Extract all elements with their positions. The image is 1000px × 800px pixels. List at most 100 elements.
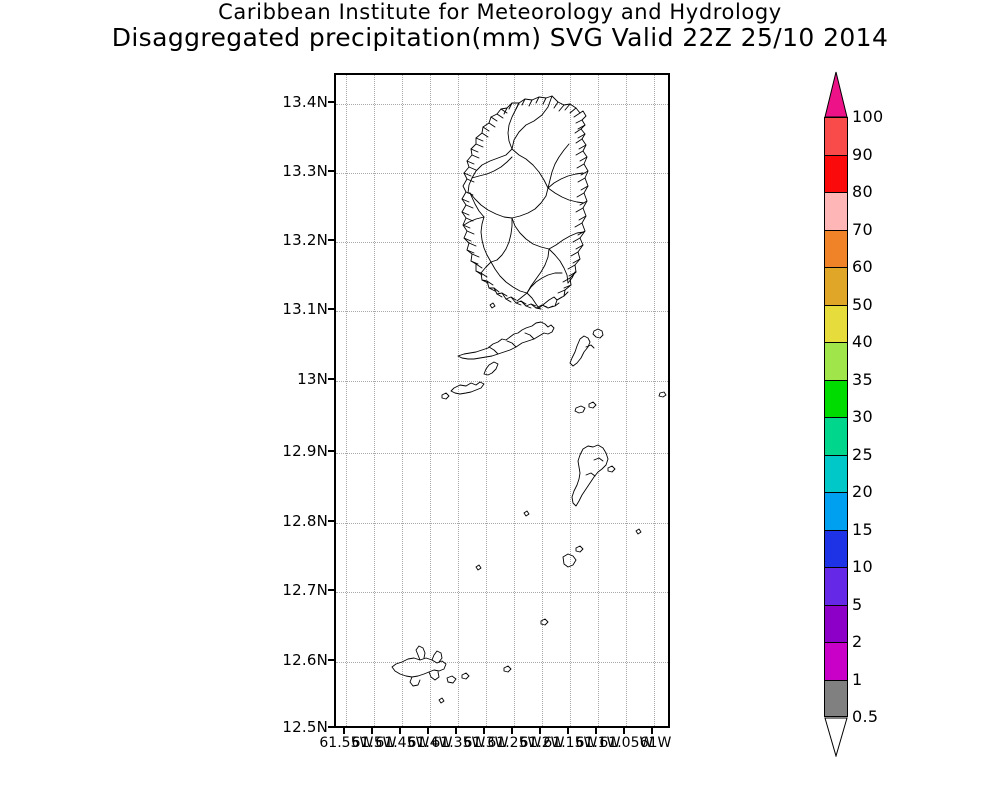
chart-title-block: Caribbean Institute for Meteorology and …	[0, 0, 1000, 52]
y-tick-mark	[328, 450, 334, 452]
colorbar-band[interactable]	[824, 304, 848, 342]
colorbar-tick-label: 80	[852, 182, 873, 201]
x-tick-mark	[343, 728, 345, 734]
colorbar-band[interactable]	[824, 454, 848, 492]
colorbar-tick-label: 15	[852, 519, 873, 539]
y-tick-label: 12.6N	[282, 651, 328, 669]
map-coastlines	[391, 95, 667, 704]
x-tick-label: 61.4W	[407, 735, 453, 751]
y-tick-label: 13.1N	[282, 300, 328, 318]
colorbar-tick-label: 1	[852, 669, 863, 689]
x-tick-mark	[651, 728, 653, 734]
y-tick-mark	[328, 308, 334, 310]
colorbar-band[interactable]	[824, 604, 848, 642]
colorbar-band[interactable]	[824, 567, 848, 605]
gridline-horizontal	[336, 173, 668, 174]
colorbar-tick-label: 40	[852, 332, 873, 351]
y-tick-label: 12.8N	[282, 512, 328, 530]
colorbar-tick-label: 70	[852, 219, 873, 239]
colorbar-tick-label: 25	[852, 444, 873, 464]
colorbar-band[interactable]	[824, 267, 848, 305]
colorbar-bands[interactable]	[824, 117, 848, 717]
institution-title: Caribbean Institute for Meteorology and …	[218, 0, 782, 24]
gridline-vertical	[402, 75, 403, 726]
gridline-vertical	[458, 75, 459, 726]
colorbar-tick-label: 2	[852, 632, 863, 651]
gridline-vertical	[514, 75, 515, 726]
colorbar-legend[interactable]: 100 90 80 70 60 50 40 35 30 25 20 15 10 5 2 1 0.5	[820, 70, 950, 757]
x-tick-label: 61.45W	[375, 735, 430, 751]
gridline-horizontal	[336, 592, 668, 593]
y-tick-label: 12.7N	[282, 581, 328, 599]
x-tick-mark	[567, 728, 569, 734]
colorbar-tick-label: 20	[852, 482, 873, 501]
x-tick-label: 61.05W	[599, 735, 654, 751]
map-plot-area[interactable]	[334, 73, 670, 728]
x-tick-mark	[483, 728, 485, 734]
gridline-horizontal	[336, 311, 668, 312]
colorbar-band[interactable]	[824, 529, 848, 567]
colorbar-tick-label: 30	[852, 407, 873, 426]
y-tick-mark	[328, 170, 334, 172]
colorbar-band[interactable]	[824, 154, 848, 192]
colorbar-tick-label: 100	[852, 107, 884, 126]
colorbar-band[interactable]	[824, 229, 848, 267]
gridline-vertical	[542, 75, 543, 726]
colorbar-tick-label: 5	[852, 594, 863, 614]
y-tick-label: 13.3N	[282, 162, 328, 180]
x-tick-label: 61W	[639, 735, 672, 751]
gridline-vertical	[346, 75, 347, 726]
y-tick-mark	[328, 239, 334, 241]
x-tick-label: 61.2W	[519, 735, 565, 751]
colorbar-tick-label: 10	[852, 557, 873, 576]
gridline-vertical	[430, 75, 431, 726]
x-tick-mark	[623, 728, 625, 734]
colorbar-band[interactable]	[824, 492, 848, 530]
colorbar-band[interactable]	[824, 192, 848, 230]
gridline-horizontal	[336, 662, 668, 663]
x-tick-mark	[455, 728, 457, 734]
colorbar-band[interactable]	[824, 379, 848, 417]
colorbar-tick-label: 50	[852, 294, 873, 314]
gridline-horizontal	[336, 381, 668, 382]
gridline-vertical	[626, 75, 627, 726]
x-tick-label: 61.35W	[431, 735, 486, 751]
x-tick-label: 61.3W	[463, 735, 509, 751]
colorbar-tick-label: 0.5	[852, 707, 879, 726]
gridline-vertical	[374, 75, 375, 726]
colorbar-band[interactable]	[824, 642, 848, 680]
y-tick-label: 13.4N	[282, 93, 328, 111]
x-tick-label: 61.1W	[575, 735, 621, 751]
colorbar-band[interactable]	[824, 417, 848, 455]
colorbar-arrow-top	[824, 71, 848, 118]
colorbar-tick-label: 60	[852, 257, 873, 276]
gridline-vertical	[598, 75, 599, 726]
colorbar-band[interactable]	[824, 679, 848, 717]
colorbar-band[interactable]	[824, 342, 848, 380]
x-tick-mark	[595, 728, 597, 734]
x-tick-label: 61.25W	[487, 735, 542, 751]
gridline-horizontal	[336, 523, 668, 524]
y-tick-mark	[328, 659, 334, 661]
x-tick-label: 61.15W	[543, 735, 598, 751]
colorbar-arrow-bottom	[824, 717, 848, 757]
colorbar-tick-label: 35	[852, 369, 873, 389]
gridline-vertical	[570, 75, 571, 726]
gridline-vertical	[486, 75, 487, 726]
x-tick-mark	[399, 728, 401, 734]
x-tick-label: 61.5W	[351, 735, 397, 751]
x-tick-mark	[539, 728, 541, 734]
gridline-vertical	[654, 75, 655, 726]
y-tick-mark	[328, 589, 334, 591]
x-tick-mark	[511, 728, 513, 734]
y-tick-label: 13.2N	[282, 231, 328, 249]
page-title: Disaggregated precipitation(mm) SVG Vali…	[111, 23, 889, 52]
colorbar-band[interactable]	[824, 117, 848, 155]
y-tick-label: 12.9N	[282, 442, 328, 460]
y-tick-label: 12.5N	[282, 718, 328, 736]
gridline-horizontal	[336, 104, 668, 105]
gridline-horizontal	[336, 242, 668, 243]
y-tick-mark	[328, 378, 334, 380]
y-tick-mark	[328, 520, 334, 522]
gridline-horizontal	[336, 453, 668, 454]
